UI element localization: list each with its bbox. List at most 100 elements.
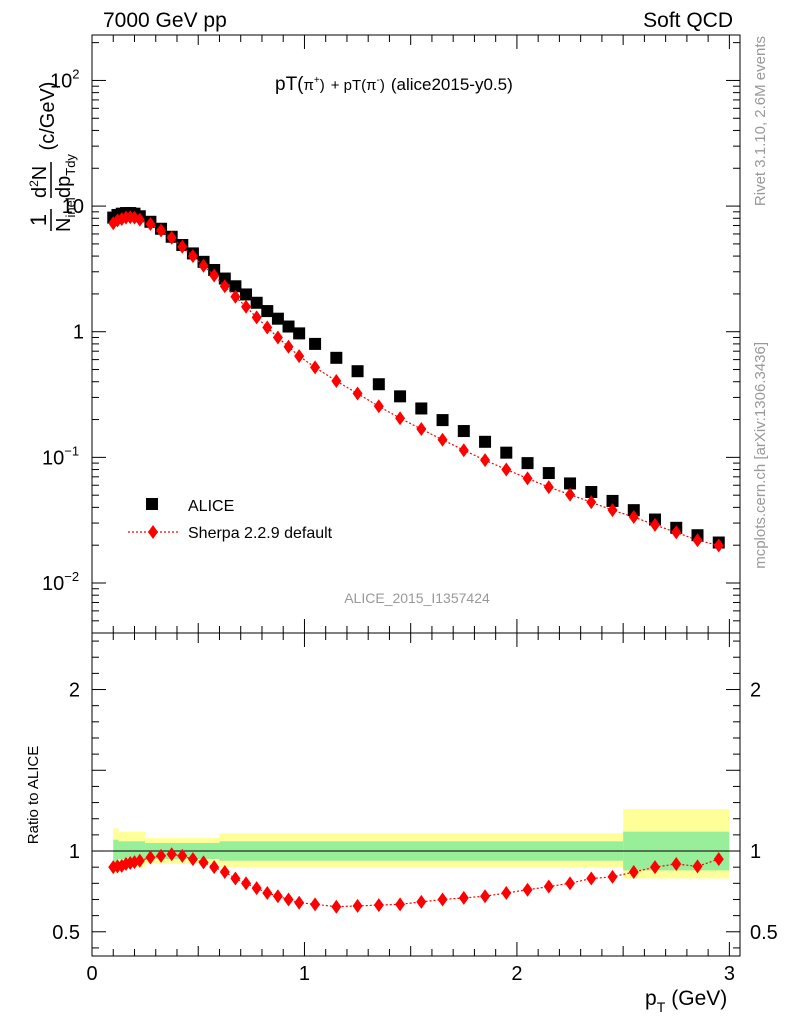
main-y-axis-label: 1 Ninel d2N dpTdy (c/GeV) [26,82,78,232]
sherpa-data-point [713,538,724,553]
ratio-plot-frame [91,632,741,957]
ratio-sherpa-point [262,886,273,901]
ylabel-unit: (c/GeV) [37,82,59,151]
alice-data-point [542,467,555,480]
ylabel-numerator: d2N [27,166,51,198]
sherpa-data-point [501,462,512,477]
alice-data-point [606,494,619,507]
sherpa-data-point [294,349,305,364]
ratio-sherpa-point [241,876,252,891]
ratio-sherpa-point [272,889,283,904]
alice-data-point [500,446,513,459]
legend-alice-marker [146,498,158,510]
ratio-y-tick-label-left: 0.5 [52,922,80,944]
ratio-sherpa-point [586,871,597,886]
legend-sherpa-marker [148,525,158,539]
alice-data-point [309,337,322,350]
sherpa-data-point [628,510,639,525]
ratio-sherpa-point [145,850,156,865]
alice-data-point [282,320,295,333]
alice-data-point [372,378,385,391]
ratio-y-tick-label-left: 2 [69,680,80,702]
y-tick-label: 10 [62,196,84,218]
main-plot-frame [91,34,741,634]
rivet-version-text: Rivet 3.1.10, 2.6M events [752,36,769,206]
ratio-y-tick-label-right: 1 [750,841,761,863]
sherpa-data-point [156,223,167,238]
main-data-marks [107,207,725,553]
x-tick-label: 2 [511,963,522,985]
ratio-sherpa-point [501,886,512,901]
ratio-y-tick-label-right: 0.5 [750,922,778,944]
plot-title: pT(π+) + pT(π-) (alice2015-y0.5) [275,74,513,95]
alice-data-point [585,486,598,499]
ratio-data-marks [108,847,724,914]
alice-data-point [564,477,577,490]
sherpa-data-point [395,411,406,426]
x-tick-label: 1 [299,963,310,985]
ratio-sherpa-point [230,871,241,886]
ratio-sherpa-point [628,865,639,880]
ratio-y-tick-label-left: 1 [69,841,80,863]
ratio-sherpa-point [294,895,305,910]
ratio-sherpa-point [209,860,220,875]
alice-data-point [351,365,364,378]
alice-data-point [436,414,449,427]
alice-data-point [240,288,253,301]
sherpa-data-point [283,339,294,354]
ratio-uncertainty-bands [92,809,740,879]
ratio-sherpa-point [156,848,167,863]
legend-sherpa-label: Sherpa 2.2.9 default [188,525,333,542]
mcplots-text: mcplots.cern.ch [arXiv:1306.3436] [752,342,769,569]
y-tick-label: 102 [50,66,79,92]
sherpa-data-point [671,525,682,540]
alice-data-point [250,296,263,309]
header-left: 7000 GeV pp [103,9,227,32]
ratio-y-axis-label: Ratio to ALICE [25,746,42,844]
ratio-sherpa-point [310,897,321,912]
sherpa-data-point [251,310,262,325]
ratio-sherpa-point [650,860,661,875]
sherpa-data-point [543,480,554,495]
sherpa-data-point [692,533,703,548]
ratio-sherpa-point [480,889,491,904]
header-right: Soft QCD [643,9,733,32]
sherpa-data-point [416,422,427,437]
alice-data-point [415,402,428,415]
main-y-ticks: 102 10 1 10−1 10−2 [42,42,740,634]
ratio-sherpa-point [352,898,363,913]
sherpa-data-point [134,212,145,227]
sherpa-data-point [219,279,230,294]
sherpa-data-point [565,487,576,502]
alice-data-point [218,272,231,285]
ratio-sherpa-point [331,899,342,914]
alice-data-point [261,305,274,318]
ratio-sherpa-point [607,869,618,884]
sherpa-data-point [272,330,283,345]
ratio-sherpa-point [219,865,230,880]
ylabel-one: 1 [26,214,51,226]
sherpa-data-point [209,268,220,283]
ratio-sherpa-point [522,882,533,897]
ratio-sherpa-point [692,859,703,874]
sherpa-data-point [480,453,491,468]
analysis-label: ALICE_2015_I1357424 [344,590,490,606]
sherpa-data-point [262,320,273,335]
ratio-sherpa-point [187,852,198,867]
sherpa-data-point [586,495,597,510]
alice-data-point [394,390,407,403]
ratio-sherpa-point [713,852,724,867]
alice-data-point [521,457,534,470]
sherpa-data-point [241,299,252,314]
y-tick-label: 1 [73,322,84,344]
ratio-sherpa-point [395,897,406,912]
legend: ALICE Sherpa 2.2.9 default [128,498,333,542]
sherpa-data-point [437,432,448,447]
x-axis-label: pT (GeV) [645,987,727,1015]
ratio-sherpa-point [198,855,209,870]
sherpa-data-point [177,239,188,254]
sherpa-data-point [522,471,533,486]
ratio-band-green [118,841,146,860]
ratio-x-ticks: 0 1 2 3 [86,633,735,985]
